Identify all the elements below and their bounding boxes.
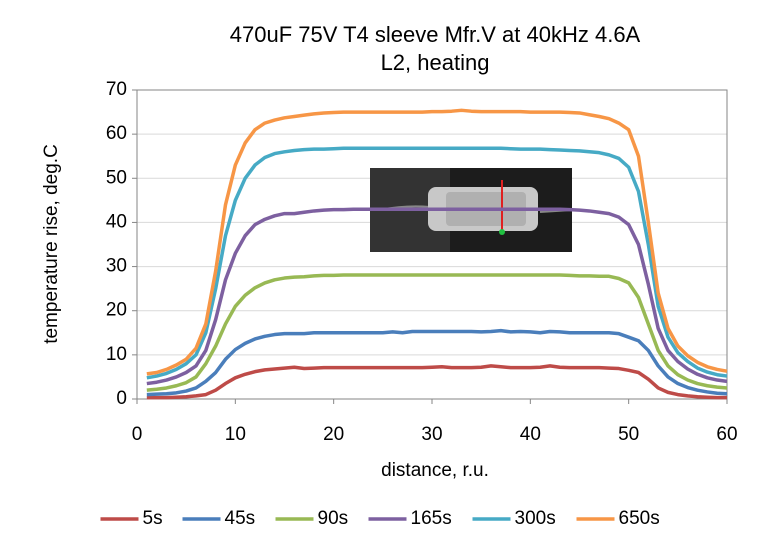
x-tick-label: 40: [520, 424, 541, 445]
legend-label: 90s: [318, 508, 349, 529]
legend-label: 5s: [143, 508, 163, 529]
series-line: [146, 108, 728, 376]
plot-border: [136, 89, 728, 400]
y-tick-label: 0: [116, 388, 127, 409]
x-axis-label: distance, r.u.: [381, 460, 489, 481]
y-tick-label: 50: [106, 167, 127, 188]
y-axis-label: temperature rise, deg.C: [41, 144, 62, 344]
series-line: [146, 207, 728, 386]
x-tick-label: 60: [716, 424, 737, 445]
x-tick-label: 50: [618, 424, 639, 445]
chart-title: L2, heating: [381, 50, 490, 75]
y-tick-label: 20: [106, 300, 127, 321]
series-line: [146, 146, 728, 380]
y-tick-label: 30: [106, 256, 127, 277]
legend-label: 650s: [619, 508, 660, 529]
series-line: [146, 364, 727, 400]
y-tick-label: 40: [106, 211, 127, 232]
legend-label: 45s: [225, 508, 256, 529]
x-tick-label: 30: [421, 424, 442, 445]
y-tick-label: 10: [106, 344, 127, 365]
x-tick-label: 20: [323, 424, 344, 445]
series-line: [146, 273, 728, 392]
y-tick-label: 60: [106, 123, 127, 144]
x-tick-label: 10: [225, 424, 246, 445]
cursor-dot: [499, 229, 505, 235]
series-line: [146, 328, 728, 397]
y-tick-label: 70: [106, 79, 127, 100]
legend-label: 165s: [411, 508, 452, 529]
x-tick-label: 0: [132, 424, 143, 445]
chart-title: 470uF 75V T4 sleeve Mfr.V at 40kHz 4.6A: [230, 22, 641, 47]
legend-label: 300s: [515, 508, 556, 529]
